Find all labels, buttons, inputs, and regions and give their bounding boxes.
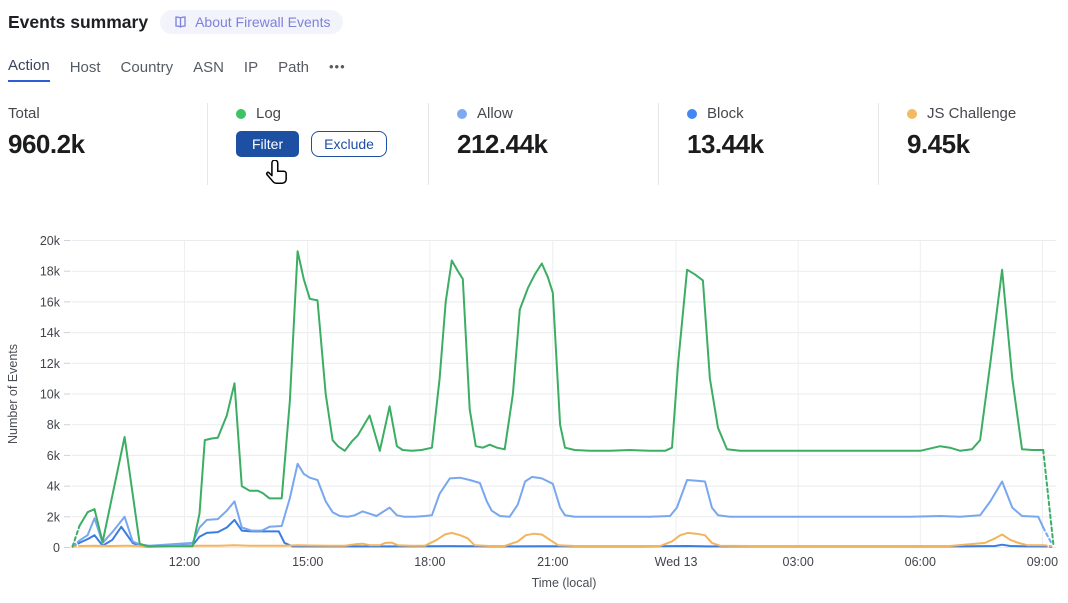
stat-block-label: Block bbox=[707, 105, 744, 122]
tab-asn[interactable]: ASN bbox=[193, 59, 224, 82]
stat-total-value: 960.2k bbox=[8, 129, 207, 160]
svg-text:21:00: 21:00 bbox=[537, 555, 568, 569]
svg-text:18k: 18k bbox=[40, 265, 61, 279]
stat-js-challenge-value: 9.45k bbox=[907, 129, 1068, 160]
stat-card-allow[interactable]: Allow 212.44k bbox=[428, 103, 658, 185]
header: Events summary About Firewall Events bbox=[8, 10, 343, 34]
series-line-js-challenge bbox=[79, 533, 1043, 546]
series-line-block bbox=[79, 520, 1043, 547]
stat-allow-value: 212.44k bbox=[457, 129, 658, 160]
series-line-log bbox=[79, 251, 1043, 546]
events-chart-svg: 0 2k 4k 6k 8k 10k 12k 14k 16k 18k 20k 12:00 15:00 18:… bbox=[0, 230, 1068, 598]
allow-series-dot bbox=[457, 109, 467, 119]
about-firewall-events-link[interactable]: About Firewall Events bbox=[160, 10, 343, 34]
svg-text:16k: 16k bbox=[40, 295, 61, 309]
events-chart: 0 2k 4k 6k 8k 10k 12k 14k 16k 18k 20k 12:00 15:00 18:… bbox=[0, 230, 1068, 603]
svg-text:09:00: 09:00 bbox=[1027, 555, 1058, 569]
svg-text:8k: 8k bbox=[47, 418, 61, 432]
stat-block-value: 13.44k bbox=[687, 129, 878, 160]
svg-text:Number of Events: Number of Events bbox=[6, 344, 20, 444]
exclude-button[interactable]: Exclude bbox=[311, 131, 387, 157]
stat-js-challenge-label: JS Challenge bbox=[927, 105, 1016, 122]
tab-country[interactable]: Country bbox=[121, 59, 174, 82]
svg-text:18:00: 18:00 bbox=[414, 555, 445, 569]
tabs-overflow-ellipsis-icon[interactable]: ••• bbox=[329, 59, 346, 82]
stat-card-js-challenge[interactable]: JS Challenge 9.45k bbox=[878, 103, 1068, 185]
tab-path[interactable]: Path bbox=[278, 59, 309, 82]
tab-ip[interactable]: IP bbox=[244, 59, 258, 82]
log-series-dot bbox=[236, 109, 246, 119]
block-series-dot bbox=[687, 109, 697, 119]
svg-text:4k: 4k bbox=[47, 480, 61, 494]
tab-host[interactable]: Host bbox=[70, 59, 101, 82]
stat-card-total: Total 960.2k bbox=[0, 103, 207, 185]
stat-card-log[interactable]: Log Filter Exclude bbox=[207, 103, 428, 185]
svg-text:Time (local): Time (local) bbox=[532, 576, 597, 590]
stat-total-label: Total bbox=[8, 105, 40, 122]
series-line-allow bbox=[1043, 528, 1051, 543]
stats-row: Total 960.2k Log Filter Exclude Allow 21… bbox=[0, 103, 1068, 185]
svg-text:Wed 13: Wed 13 bbox=[655, 555, 698, 569]
svg-text:12k: 12k bbox=[40, 357, 61, 371]
svg-text:15:00: 15:00 bbox=[292, 555, 323, 569]
filter-button[interactable]: Filter bbox=[236, 131, 299, 157]
page-title: Events summary bbox=[8, 12, 148, 33]
about-link-label: About Firewall Events bbox=[195, 14, 330, 30]
svg-text:2k: 2k bbox=[47, 510, 61, 524]
tab-action[interactable]: Action bbox=[8, 57, 50, 82]
svg-text:6k: 6k bbox=[47, 449, 61, 463]
svg-text:03:00: 03:00 bbox=[783, 555, 814, 569]
svg-text:10k: 10k bbox=[40, 388, 61, 402]
stat-card-block[interactable]: Block 13.44k bbox=[658, 103, 878, 185]
stat-log-label: Log bbox=[256, 105, 281, 122]
series-line-allow bbox=[79, 464, 1043, 546]
svg-text:12:00: 12:00 bbox=[169, 555, 200, 569]
stat-allow-label: Allow bbox=[477, 105, 513, 122]
series-line-js-challenge bbox=[1043, 545, 1051, 546]
book-icon bbox=[173, 15, 188, 29]
svg-text:06:00: 06:00 bbox=[905, 555, 936, 569]
tab-bar: Action Host Country ASN IP Path ••• bbox=[8, 57, 346, 82]
js-challenge-series-dot bbox=[907, 109, 917, 119]
svg-text:0: 0 bbox=[53, 541, 60, 555]
svg-text:20k: 20k bbox=[40, 234, 61, 248]
svg-text:14k: 14k bbox=[40, 326, 61, 340]
